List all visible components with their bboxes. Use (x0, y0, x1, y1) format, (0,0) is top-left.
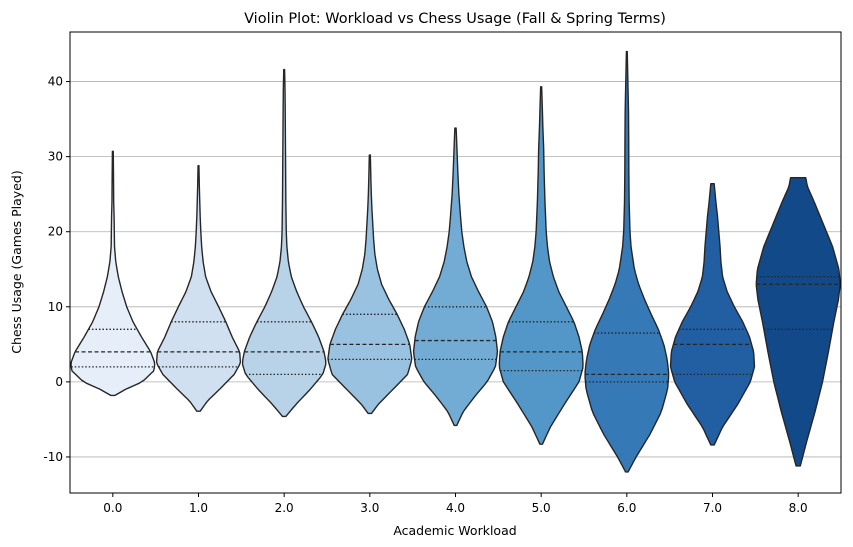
violin-body (584, 50, 670, 473)
violin-8.0 (755, 176, 841, 467)
x-tick-label: 0.0 (103, 501, 122, 515)
violin-body (70, 150, 156, 397)
violin-5.0 (498, 86, 584, 445)
violin-6.0 (584, 50, 670, 473)
axis-ticks: -10 0 10 20 30 40 0.0 1.0 2.0 3.0 4.0 5.0 6.0 7.0 8.0 (43, 75, 807, 515)
chart-title: Violin Plot: Workload vs Chess Usage (Fa… (244, 11, 666, 27)
violin-2.0 (241, 68, 327, 418)
y-axis-label: Chess Usage (Games Played) (9, 170, 24, 353)
violin-4.0 (412, 127, 499, 427)
violin-body (327, 154, 413, 415)
x-tick-label: 5.0 (532, 501, 551, 515)
violin-body (241, 68, 327, 418)
x-tick-label: 4.0 (446, 501, 465, 515)
violins (70, 50, 841, 473)
violin-3.0 (327, 154, 413, 415)
plot-frame (69, 31, 842, 494)
x-tick-label: 1.0 (189, 501, 208, 515)
y-tick-label: 0 (55, 375, 63, 389)
violin-body (498, 86, 584, 445)
violin-body (669, 182, 756, 446)
violin-1.0 (155, 164, 242, 412)
y-tick-label: 40 (48, 75, 63, 89)
y-tick-label: 20 (48, 225, 63, 239)
violin-body (755, 176, 841, 467)
y-tick-label: 10 (48, 300, 63, 314)
x-tick-label: 8.0 (789, 501, 808, 515)
x-axis-label: Academic Workload (393, 523, 516, 538)
y-tick-label: 30 (48, 150, 63, 164)
x-tick-label: 6.0 (617, 501, 636, 515)
violin-body (412, 127, 499, 427)
x-tick-label: 2.0 (275, 501, 294, 515)
violin-7.0 (669, 182, 756, 446)
violin-0.0 (70, 150, 156, 397)
x-tick-label: 7.0 (703, 501, 722, 515)
x-tick-label: 3.0 (360, 501, 379, 515)
violin-body (155, 164, 242, 412)
y-tick-label: -10 (43, 450, 63, 464)
